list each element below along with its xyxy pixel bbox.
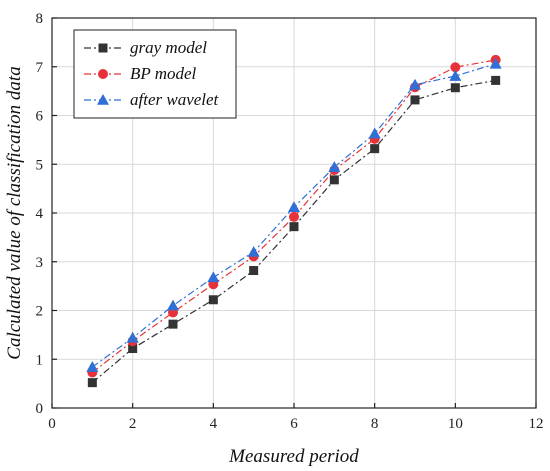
- data-point-after-wavelet: [86, 361, 99, 372]
- data-point-after-wavelet: [368, 127, 381, 139]
- legend-label: BP model: [130, 64, 197, 83]
- legend-item-bp-model: BP model: [84, 64, 197, 83]
- x-tick-label: 6: [290, 416, 298, 432]
- legend-item-after-wavelet: after wavelet: [84, 90, 220, 109]
- y-tick-label: 7: [36, 60, 44, 76]
- x-tick-label: 8: [371, 416, 379, 432]
- legend-label: gray model: [130, 38, 207, 57]
- y-tick-label: 0: [36, 401, 44, 417]
- data-point-gray-model: [249, 266, 259, 276]
- data-point-gray-model: [168, 319, 178, 329]
- data-point-gray-model: [450, 83, 460, 93]
- series-layer: [86, 54, 502, 388]
- y-axis-title: Calculated value of classification data: [4, 66, 25, 359]
- y-tick-label: 1: [36, 352, 44, 368]
- data-point-bp-model: [289, 211, 299, 222]
- data-point-gray-model: [289, 222, 299, 232]
- data-point-after-wavelet: [126, 331, 139, 343]
- legend-marker: [98, 69, 108, 79]
- data-point-gray-model: [329, 175, 339, 185]
- data-point-after-wavelet: [489, 57, 502, 69]
- x-tick-label: 12: [529, 416, 544, 432]
- data-point-after-wavelet: [409, 78, 421, 90]
- data-point-gray-model: [208, 295, 218, 305]
- data-point-gray-model: [128, 344, 138, 354]
- series-gray-model: [87, 75, 501, 388]
- y-tick-label: 3: [36, 255, 44, 271]
- data-point-after-wavelet: [288, 201, 300, 212]
- y-tick-label: 8: [36, 11, 44, 27]
- x-tick-label: 0: [48, 416, 56, 432]
- y-tick-label: 4: [36, 206, 44, 222]
- legend: gray model BP model after wavelet: [73, 29, 237, 119]
- data-point-after-wavelet: [247, 246, 260, 257]
- data-point-after-wavelet: [328, 161, 341, 172]
- legend-item-gray-model: gray model: [84, 38, 207, 57]
- y-tick-label: 5: [36, 157, 44, 173]
- x-tick-label: 10: [448, 416, 463, 432]
- data-point-bp-model: [450, 62, 461, 73]
- x-tick-label: 2: [129, 416, 137, 432]
- series-after-wavelet: [86, 57, 502, 372]
- data-point-gray-model: [491, 75, 501, 85]
- legend-marker: [97, 94, 109, 105]
- x-axis-title: Measured period: [228, 446, 359, 467]
- data-point-after-wavelet: [167, 299, 179, 311]
- data-point-gray-model: [410, 95, 420, 105]
- data-point-after-wavelet: [449, 70, 462, 81]
- data-point-gray-model: [370, 144, 380, 154]
- data-point-gray-model: [87, 378, 97, 388]
- data-point-after-wavelet: [207, 271, 220, 283]
- legend-label: after wavelet: [130, 90, 220, 109]
- legend-marker: [98, 43, 108, 53]
- y-tick-label: 2: [36, 304, 44, 320]
- x-tick-label: 4: [210, 416, 218, 432]
- y-tick-label: 6: [36, 109, 44, 125]
